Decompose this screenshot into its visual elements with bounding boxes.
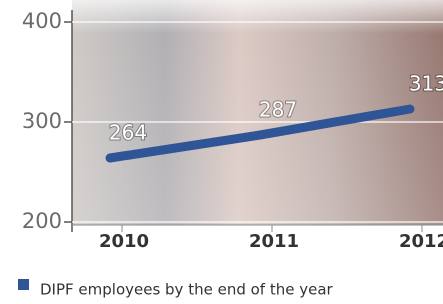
y-tick-label: 300 bbox=[22, 109, 62, 133]
legend-label: DIPF employees by the end of the year bbox=[40, 281, 334, 299]
y-tick-label: 200 bbox=[22, 209, 62, 233]
chart: 200 300 400 2010 2011 2012 264 287 313 DIPF emplo… bbox=[0, 0, 443, 304]
x-tick-label: 2012 bbox=[399, 231, 443, 252]
data-label: 264 bbox=[109, 121, 147, 145]
y-tick-label: 400 bbox=[22, 9, 62, 33]
data-label: 287 bbox=[259, 98, 297, 122]
data-label: 313 bbox=[409, 72, 443, 96]
x-tick-label: 2010 bbox=[99, 231, 149, 252]
x-tick-label: 2011 bbox=[249, 231, 299, 252]
legend-swatch bbox=[18, 279, 29, 290]
